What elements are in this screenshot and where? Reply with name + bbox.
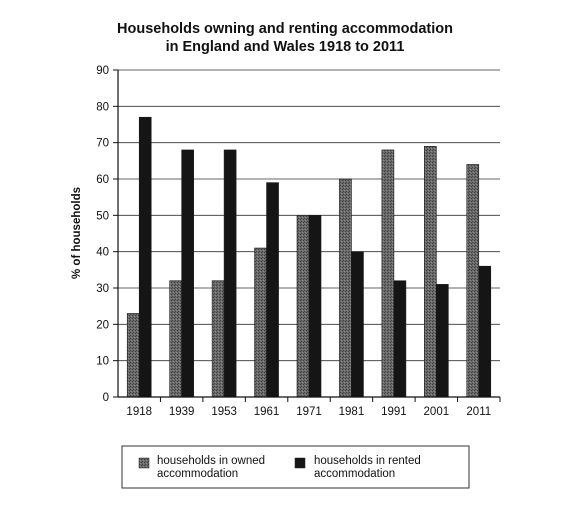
chart-title-line-2: in England and Wales 1918 to 2011 [166, 39, 405, 55]
bar-owned [169, 280, 182, 398]
axes: 0 10 20 30 40 50 60 70 80 90 1918 1939 1953 1961 1971 1… [96, 65, 501, 418]
bar-owned [339, 178, 352, 398]
bar-rented [308, 215, 322, 398]
x-tick-label: 1918 [126, 406, 152, 418]
x-tick-label: 1961 [254, 406, 280, 418]
y-tick-label: 10 [96, 356, 109, 368]
y-tick-label: 60 [96, 174, 109, 186]
bar-owned [381, 149, 395, 398]
bar-rented [138, 116, 152, 398]
y-tick-label: 0 [103, 392, 109, 404]
x-tick-label: 2001 [424, 406, 450, 418]
y-tick-label: 70 [96, 138, 109, 150]
bar-owned [211, 280, 225, 398]
x-tick-label: 1981 [339, 406, 365, 418]
chart-title-line-1: Households owning and renting accommodat… [117, 21, 453, 37]
legend-label-rented-line-1: households in rented [314, 455, 421, 467]
x-tick-label: 1939 [169, 406, 195, 418]
bar-owned [254, 247, 267, 398]
y-tick-label: 90 [96, 65, 109, 77]
bars [126, 116, 492, 398]
x-tick-label: 2011 [466, 406, 491, 418]
bar-rented [351, 251, 364, 398]
legend: households in owned accommodation househ… [121, 445, 470, 489]
bar-rented [181, 149, 194, 398]
bar-rented [478, 265, 492, 398]
legend-label-rented-line-2: accommodation [314, 468, 395, 480]
legend-label-owned-line-2: accommodation [157, 468, 238, 480]
x-tick-label: 1991 [381, 406, 407, 418]
x-tick-label: 1953 [211, 406, 237, 418]
y-axis-label: % of households [71, 187, 83, 279]
bar-owned [466, 164, 480, 398]
x-tick-label: 1971 [296, 406, 322, 418]
legend-label-owned-line-1: households in owned [157, 455, 265, 467]
y-tick-label: 20 [96, 319, 109, 331]
bar-rented [223, 149, 237, 398]
legend-swatch-owned [138, 457, 150, 469]
legend-swatch-rented [294, 457, 306, 469]
bar-owned [126, 313, 140, 398]
y-tick-label: 30 [96, 283, 109, 295]
bar-rented [393, 280, 407, 398]
bar-rented [436, 284, 449, 398]
y-tick-label: 50 [96, 210, 109, 222]
y-tick-label: 80 [96, 101, 109, 113]
bar-rented [266, 182, 279, 398]
y-tick-label: 40 [96, 247, 109, 259]
bar-owned [296, 215, 310, 398]
bar-owned [424, 146, 437, 398]
